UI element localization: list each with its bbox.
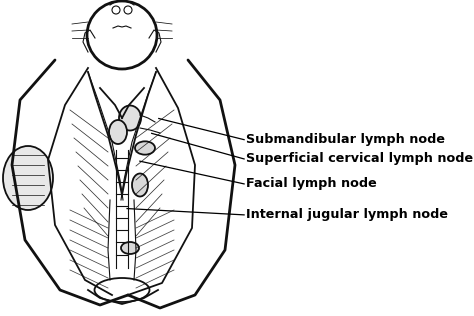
Text: Internal jugular lymph node: Internal jugular lymph node — [246, 208, 447, 222]
Ellipse shape — [132, 173, 148, 197]
Text: Submandibular lymph node: Submandibular lymph node — [246, 133, 445, 146]
Text: Superficial cervical lymph node: Superficial cervical lymph node — [246, 152, 473, 166]
Ellipse shape — [119, 106, 141, 131]
Circle shape — [135, 141, 155, 155]
Ellipse shape — [109, 120, 127, 144]
Text: Facial lymph node: Facial lymph node — [246, 177, 376, 191]
Circle shape — [121, 242, 139, 254]
Ellipse shape — [3, 146, 53, 210]
